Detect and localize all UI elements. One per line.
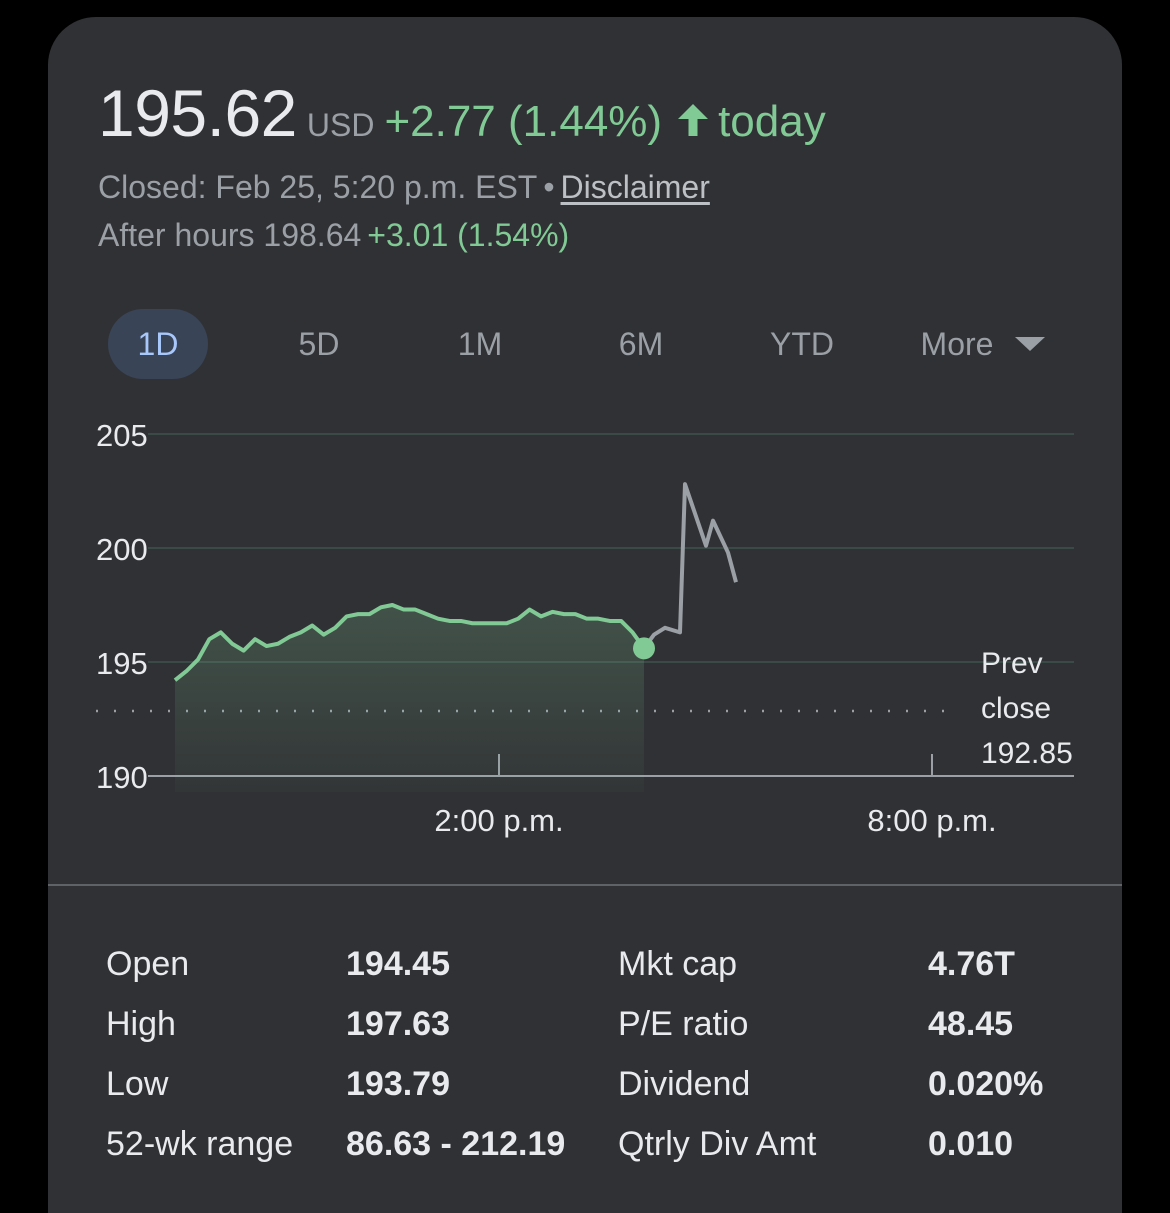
tab-5d[interactable]: 5D xyxy=(269,309,369,379)
stat-value-pe: 48.45 xyxy=(928,1005,1014,1043)
stat-value-qtrly-div: 0.010 xyxy=(928,1125,1014,1163)
disclaimer-link[interactable]: Disclaimer xyxy=(560,169,710,205)
tab-more[interactable]: More xyxy=(908,309,1058,379)
x-tick-label: 2:00 p.m. xyxy=(434,803,563,838)
stat-value-mkt-cap: 4.76T xyxy=(928,945,1015,983)
separator: • xyxy=(543,169,555,205)
after-hours-price: 198.64 xyxy=(263,217,362,253)
stock-quote-card: 195.62 USD +2.77 (1.44%) today Closed: Feb … xyxy=(48,17,1122,1213)
market-status: Closed: Feb 25, 5:20 p.m. EST • Disclaimer xyxy=(98,169,710,206)
quote-header: 195.62 USD +2.77 (1.44%) today xyxy=(98,75,826,151)
stat-label-low: Low xyxy=(106,1065,169,1103)
y-tick-label: 205 xyxy=(96,418,148,453)
tab-label: 5D xyxy=(298,326,340,362)
tab-label: YTD xyxy=(770,326,834,362)
stat-value-open: 194.45 xyxy=(346,945,450,983)
price-chart[interactable]: 205 200 195 190 Prev close 192.85 2:00 p.m. 8:00… xyxy=(48,397,1122,857)
tab-ytd[interactable]: YTD xyxy=(752,309,852,379)
tab-label: 1M xyxy=(457,326,503,362)
stat-label-mkt-cap: Mkt cap xyxy=(618,945,738,983)
tab-1m[interactable]: 1M xyxy=(430,309,530,379)
currency-label: USD xyxy=(306,107,375,143)
change-period: today xyxy=(718,97,826,146)
tab-6m[interactable]: 6M xyxy=(591,309,691,379)
tab-label: 6M xyxy=(618,326,664,362)
after-hours-line xyxy=(642,482,738,650)
close-marker xyxy=(633,637,655,660)
y-tick-label: 195 xyxy=(96,646,148,681)
after-hours-change: +3.01 (1.54%) xyxy=(367,217,570,253)
stat-value-52wk: 86.63 - 212.19 xyxy=(346,1125,566,1163)
y-tick-label: 200 xyxy=(96,532,148,567)
stat-value-high: 197.63 xyxy=(346,1005,450,1043)
prev-close-value: 192.85 xyxy=(981,737,1073,770)
tab-label: 1D xyxy=(137,326,179,362)
prev-close-label: close xyxy=(981,692,1051,725)
current-price: 195.62 xyxy=(98,76,297,150)
stat-label-qtrly-div: Qtrly Div Amt xyxy=(618,1125,817,1163)
regular-session-line xyxy=(173,603,646,682)
tab-label: More xyxy=(920,326,994,362)
stat-label-52wk: 52-wk range xyxy=(106,1125,294,1163)
after-hours-label: After hours xyxy=(98,217,255,253)
y-tick-label: 190 xyxy=(96,760,148,795)
regular-session-area xyxy=(175,605,644,792)
x-tick-label: 8:00 p.m. xyxy=(867,803,996,838)
stat-label-high: High xyxy=(106,1005,176,1043)
price-change: +2.77 (1.44%) xyxy=(384,97,663,146)
arrow-up-icon xyxy=(676,102,710,143)
time-range-tabs: 1D 5D 1M 6M YTD More xyxy=(108,309,1058,379)
tab-1d[interactable]: 1D xyxy=(108,309,208,379)
prev-close-label: Prev xyxy=(981,647,1043,680)
closed-timestamp: Closed: Feb 25, 5:20 p.m. EST xyxy=(98,169,538,205)
after-hours-info: After hours 198.64 +3.01 (1.54%) xyxy=(98,217,569,254)
stat-value-dividend: 0.020% xyxy=(928,1065,1044,1103)
stat-label-pe: P/E ratio xyxy=(618,1005,749,1043)
dropdown-triangle-icon xyxy=(1015,337,1046,351)
stat-label-open: Open xyxy=(106,945,190,983)
section-divider xyxy=(48,884,1122,886)
stat-label-dividend: Dividend xyxy=(618,1065,751,1103)
stat-value-low: 193.79 xyxy=(346,1065,450,1103)
